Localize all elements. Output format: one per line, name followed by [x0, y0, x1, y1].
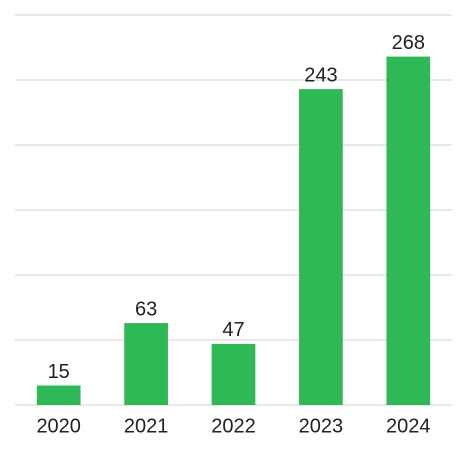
- bar: [386, 56, 431, 405]
- bar: [299, 89, 343, 405]
- bar: [124, 323, 168, 405]
- value-label: 47: [222, 319, 244, 341]
- value-label: 243: [304, 64, 337, 86]
- x-tick-label: 2021: [124, 415, 169, 437]
- x-tick-label: 2020: [36, 415, 81, 437]
- x-tick-label: 2024: [386, 415, 431, 437]
- bar: [36, 385, 81, 405]
- bar: [211, 343, 256, 405]
- value-label: 15: [48, 361, 70, 383]
- value-label: 63: [135, 298, 157, 320]
- x-tick-label: 2022: [211, 415, 256, 437]
- x-tick-label: 2023: [299, 415, 344, 437]
- value-label: 268: [392, 32, 425, 54]
